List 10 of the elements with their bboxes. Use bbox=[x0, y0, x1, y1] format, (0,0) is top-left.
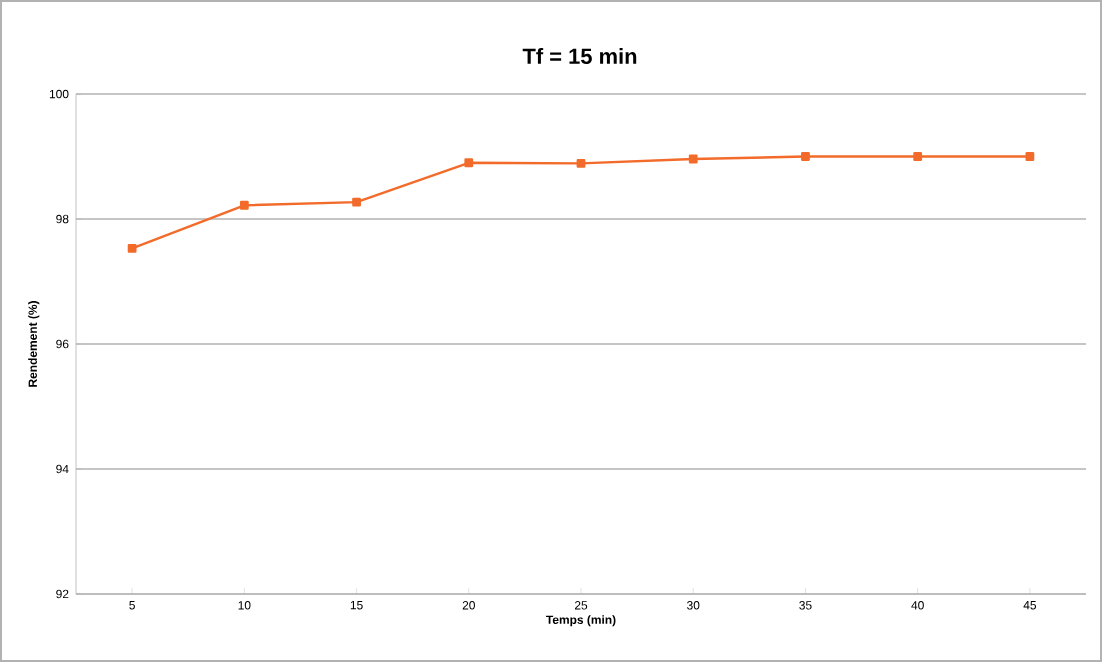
point bbox=[688, 154, 698, 164]
point bbox=[1025, 152, 1035, 161]
point bbox=[352, 197, 361, 207]
point bbox=[801, 152, 810, 161]
chart-title: Tf = 15 min bbox=[522, 47, 637, 65]
point bbox=[913, 152, 923, 161]
point bbox=[127, 243, 137, 253]
point bbox=[239, 200, 249, 210]
point bbox=[576, 158, 586, 168]
point bbox=[464, 158, 474, 168]
